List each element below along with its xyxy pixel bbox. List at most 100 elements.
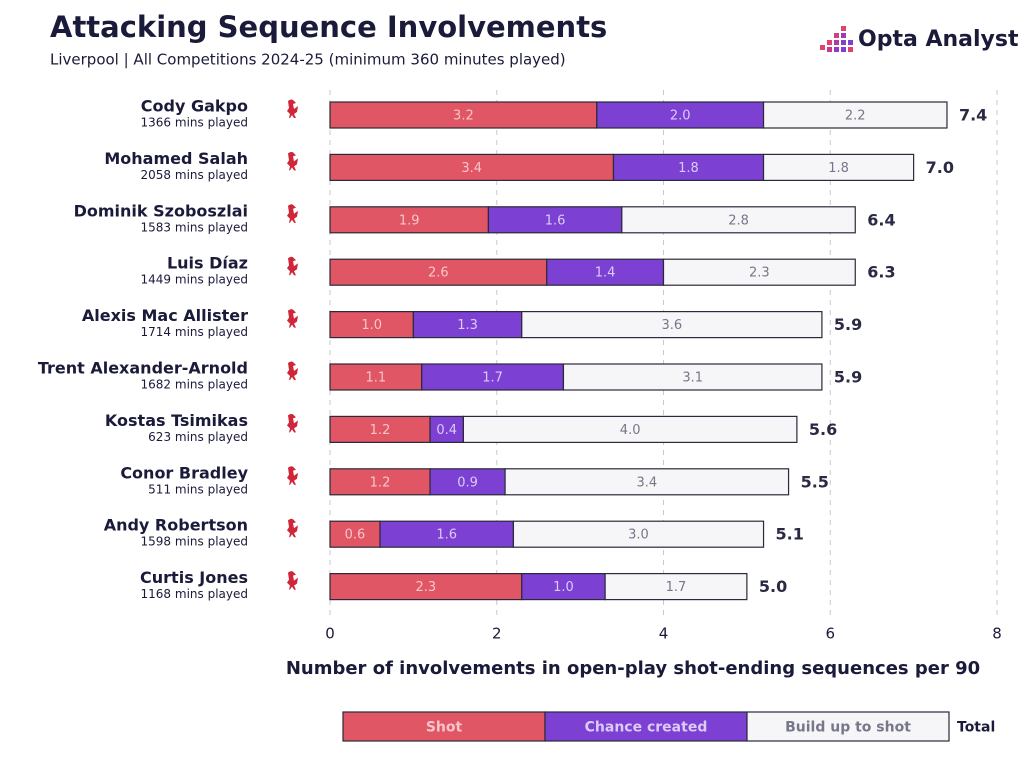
total-label: 6.4 xyxy=(867,210,895,229)
value-label: 0.9 xyxy=(457,475,478,490)
y-tick-label: Dominik Szoboszlai xyxy=(74,201,248,220)
bar-segment xyxy=(546,258,665,286)
value-label: 1.6 xyxy=(545,213,566,228)
club-crest-icon xyxy=(287,571,298,590)
legend-swatch xyxy=(342,711,546,742)
value-label: 1.0 xyxy=(361,318,382,333)
value-label: 1.8 xyxy=(828,161,849,176)
y-tick-note: 511 mins played xyxy=(148,482,248,496)
bar-segment xyxy=(662,258,856,286)
value-label: 1.7 xyxy=(666,580,687,595)
crest-bird xyxy=(287,99,298,118)
total-label: 5.9 xyxy=(834,315,862,334)
chart-subtitle: Liverpool | All Competitions 2024-25 (mi… xyxy=(50,51,566,69)
value-label: 2.8 xyxy=(728,213,749,228)
y-tick-note: 1583 mins played xyxy=(141,220,248,234)
legend-label: Total xyxy=(957,720,995,736)
bar-segment xyxy=(521,572,606,601)
bar-segment xyxy=(329,206,490,234)
club-crest-icon xyxy=(287,151,298,171)
y-tick-label: Alexis Mac Allister xyxy=(82,306,248,325)
y-tick-label: Conor Bradley xyxy=(120,463,248,482)
crest-bird xyxy=(287,466,298,485)
total-label: 5.6 xyxy=(809,420,837,439)
bar-segment xyxy=(521,311,823,339)
club-crest-icon xyxy=(287,466,298,485)
chart-title: Attacking Sequence Involvements xyxy=(50,10,607,44)
value-label: 2.3 xyxy=(749,266,770,281)
bar-segment xyxy=(621,206,856,234)
legend-label: Shot xyxy=(426,720,463,736)
bar-segment xyxy=(562,363,823,391)
value-label: 2.2 xyxy=(845,109,866,124)
crest-bird xyxy=(287,413,298,433)
bar-segment xyxy=(329,258,548,286)
total-label: 5.1 xyxy=(776,525,804,544)
y-tick-label: Cody Gakpo xyxy=(141,97,248,116)
bar-segment xyxy=(596,101,765,129)
club-crest-icon xyxy=(287,309,298,328)
value-label: 1.8 xyxy=(678,161,699,176)
bar-segment xyxy=(604,572,748,601)
y-tick-note: 2058 mins played xyxy=(141,168,248,182)
value-label: 3.6 xyxy=(661,318,682,333)
value-label: 3.1 xyxy=(682,371,703,386)
value-label: 0.4 xyxy=(436,423,457,438)
y-tick-label: Curtis Jones xyxy=(140,568,248,587)
y-tick-note: 1449 mins played xyxy=(141,273,248,287)
value-label: 3.4 xyxy=(461,161,482,176)
crest-bird xyxy=(287,518,298,538)
bar-segment xyxy=(329,311,414,339)
bar-segment xyxy=(612,153,765,181)
crest-bird xyxy=(287,309,298,328)
y-tick-note: 1714 mins played xyxy=(141,325,248,339)
club-crest-icon xyxy=(287,413,298,433)
crest-bird xyxy=(287,361,298,380)
legend-swatch xyxy=(746,711,950,742)
total-label: 5.5 xyxy=(801,472,829,491)
bar-segment xyxy=(329,572,523,601)
value-label: 1.2 xyxy=(370,475,391,490)
y-tick-label: Trent Alexander-Arnold xyxy=(38,359,248,378)
y-tick-note: 1682 mins played xyxy=(141,378,248,392)
bar-segment xyxy=(462,415,798,443)
bar-segment xyxy=(762,101,948,129)
club-crest-icon xyxy=(287,361,298,380)
bar-segment xyxy=(512,520,765,548)
y-tick-note: 623 mins played xyxy=(148,430,248,444)
crest-bird xyxy=(287,151,298,171)
club-crest-icon xyxy=(287,256,298,276)
y-tick-label: Andy Robertson xyxy=(104,516,248,535)
value-label: 1.9 xyxy=(399,213,420,228)
x-tick-label: 2 xyxy=(492,625,502,643)
x-tick-label: 8 xyxy=(992,625,1002,643)
legend-label: Build up to shot xyxy=(785,720,911,736)
brand-logo: Opta Analyst xyxy=(858,27,1019,52)
value-label: 3.0 xyxy=(628,528,649,543)
y-tick-note: 1598 mins played xyxy=(141,535,248,549)
y-tick-note: 1366 mins played xyxy=(141,116,248,130)
total-label: 5.9 xyxy=(834,368,862,387)
club-crest-icon xyxy=(287,204,298,223)
legend-label: Chance created xyxy=(585,720,708,736)
bar-segment xyxy=(504,468,790,496)
y-tick-label: Kostas Tsimikas xyxy=(105,411,248,430)
brand-logo-icon xyxy=(820,26,853,52)
bar-segment xyxy=(762,153,915,181)
value-label: 0.6 xyxy=(345,528,366,543)
bar-segment xyxy=(487,206,623,234)
legend-swatch xyxy=(544,711,748,742)
value-label: 1.4 xyxy=(595,266,616,281)
crest-bird xyxy=(287,571,298,590)
value-label: 1.1 xyxy=(366,371,387,386)
crest-bird xyxy=(287,204,298,223)
value-label: 4.0 xyxy=(620,423,641,438)
value-label: 1.7 xyxy=(482,371,503,386)
crest-bird xyxy=(287,256,298,276)
value-label: 3.2 xyxy=(453,109,474,124)
value-label: 1.3 xyxy=(457,318,478,333)
value-label: 1.6 xyxy=(436,528,457,543)
value-label: 2.6 xyxy=(428,266,449,281)
club-crest-icon xyxy=(287,518,298,538)
